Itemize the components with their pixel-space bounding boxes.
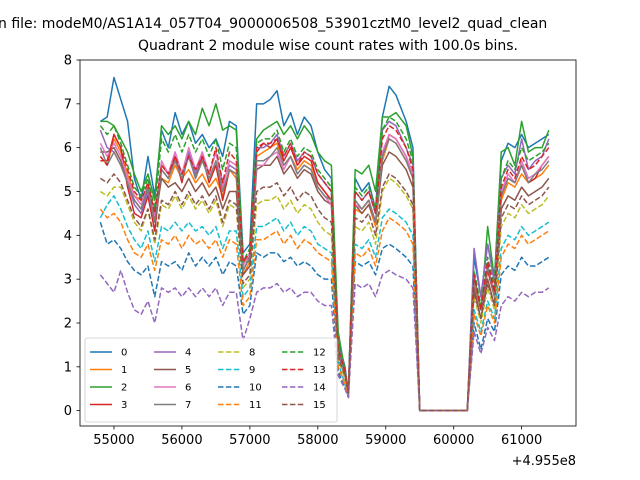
y-tick-label: 6 [64,141,72,156]
legend-label-2: 2 [121,383,127,394]
y-tick-label: 5 [64,185,72,200]
y-tick-label: 3 [64,273,72,288]
x-tick-label: 59000 [365,433,406,448]
legend-label-5: 5 [185,365,191,376]
legend-label-7: 7 [185,400,191,411]
legend-label-6: 6 [185,383,191,394]
series-line-15 [99,173,550,412]
legend-label-14: 14 [313,383,326,394]
series-line-9 [99,195,550,412]
series-line-10 [99,221,550,412]
y-tick-label: 2 [64,316,72,331]
x-tick-label: 58000 [297,433,338,448]
chart-title: Quadrant 2 module wise count rates with … [138,38,518,54]
series-line-12 [99,116,550,412]
legend-label-0: 0 [121,348,127,359]
y-tick-label: 8 [64,54,72,69]
series-line-14 [99,269,550,412]
legend-label-15: 15 [313,400,326,411]
y-tick-label: 7 [64,97,72,112]
legend-label-4: 4 [185,348,191,359]
x-tick-label: 57000 [229,433,270,448]
legend-label-9: 9 [249,365,255,376]
figure-suptitle: n file: modeM0/AS1A14_057T04_9000006508_… [0,16,547,32]
series-line-13 [99,125,550,412]
y-tick-label: 4 [64,229,72,244]
legend-label-13: 13 [313,365,326,376]
y-tick-label: 0 [64,404,72,419]
y-tick-label: 1 [64,360,72,375]
axes-frame [79,59,577,427]
x-tick-label: 55000 [93,433,134,448]
legend-label-11: 11 [249,400,262,411]
plot-area [99,76,550,412]
legend-label-10: 10 [249,383,262,394]
legend-label-1: 1 [121,365,127,376]
x-tick-label: 60000 [433,433,474,448]
legend-label-3: 3 [121,400,127,411]
x-tick-label: 61000 [501,433,542,448]
legend-label-12: 12 [313,348,326,359]
x-tick-label: 56000 [161,433,202,448]
legend-label-8: 8 [249,348,255,359]
x-offset-label: +4.955e8 [512,454,576,469]
axes: 55000 56000 57000 58000 59000 60000 6100001234… [64,54,577,469]
legend-box [84,337,338,423]
series-line-8 [99,177,550,412]
